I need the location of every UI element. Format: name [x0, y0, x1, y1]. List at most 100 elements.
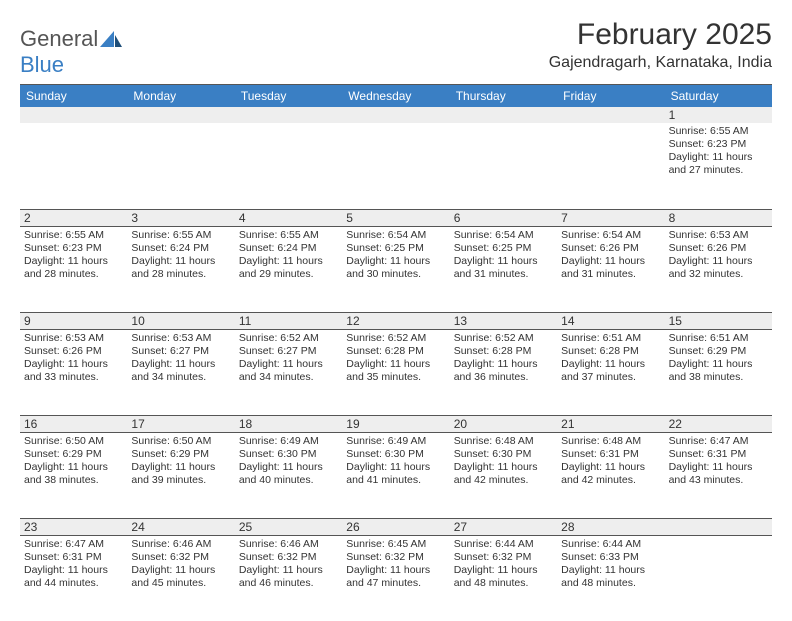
day-cell [342, 123, 449, 209]
daylight-text-2: and 44 minutes. [24, 577, 123, 590]
sunset-text: Sunset: 6:29 PM [669, 345, 768, 358]
day-cell: Sunrise: 6:45 AMSunset: 6:32 PMDaylight:… [342, 535, 449, 621]
daylight-text-1: Daylight: 11 hours [561, 564, 660, 577]
daylight-text-2: and 34 minutes. [131, 371, 230, 384]
day-cell: Sunrise: 6:53 AMSunset: 6:26 PMDaylight:… [20, 329, 127, 415]
daylight-text-2: and 42 minutes. [561, 474, 660, 487]
day-number: 21 [557, 415, 664, 432]
day-cell: Sunrise: 6:51 AMSunset: 6:29 PMDaylight:… [665, 329, 772, 415]
day-cell: Sunrise: 6:49 AMSunset: 6:30 PMDaylight:… [235, 432, 342, 518]
daylight-text-1: Daylight: 11 hours [346, 255, 445, 268]
day-cell: Sunrise: 6:54 AMSunset: 6:25 PMDaylight:… [342, 226, 449, 312]
daylight-text-2: and 38 minutes. [669, 371, 768, 384]
day-cell [557, 123, 664, 209]
sunset-text: Sunset: 6:28 PM [346, 345, 445, 358]
daylight-text-2: and 48 minutes. [561, 577, 660, 590]
day-cell: Sunrise: 6:53 AMSunset: 6:27 PMDaylight:… [127, 329, 234, 415]
sunrise-text: Sunrise: 6:54 AM [454, 229, 553, 242]
day-number: 16 [20, 415, 127, 432]
sunrise-text: Sunrise: 6:55 AM [239, 229, 338, 242]
sunrise-text: Sunrise: 6:55 AM [131, 229, 230, 242]
daylight-text-1: Daylight: 11 hours [561, 358, 660, 371]
day-cell: Sunrise: 6:55 AMSunset: 6:24 PMDaylight:… [127, 226, 234, 312]
day-number [450, 107, 557, 123]
day-number: 8 [665, 209, 772, 226]
daylight-text-2: and 31 minutes. [561, 268, 660, 281]
daylight-text-2: and 28 minutes. [131, 268, 230, 281]
day-number: 1 [665, 107, 772, 123]
daylight-text-2: and 38 minutes. [24, 474, 123, 487]
daylight-text-1: Daylight: 11 hours [669, 461, 768, 474]
daylight-text-1: Daylight: 11 hours [454, 358, 553, 371]
day-cell: Sunrise: 6:51 AMSunset: 6:28 PMDaylight:… [557, 329, 664, 415]
daylight-text-2: and 34 minutes. [239, 371, 338, 384]
sunset-text: Sunset: 6:25 PM [346, 242, 445, 255]
daylight-text-1: Daylight: 11 hours [669, 358, 768, 371]
daylight-text-1: Daylight: 11 hours [669, 151, 768, 164]
daylight-text-1: Daylight: 11 hours [561, 255, 660, 268]
daylight-text-2: and 29 minutes. [239, 268, 338, 281]
sunrise-text: Sunrise: 6:48 AM [561, 435, 660, 448]
day-number [342, 107, 449, 123]
weekday-sun: Sunday [20, 85, 127, 107]
sunset-text: Sunset: 6:32 PM [131, 551, 230, 564]
day-cell [20, 123, 127, 209]
day-number: 22 [665, 415, 772, 432]
month-title: February 2025 [549, 18, 772, 52]
sunrise-text: Sunrise: 6:51 AM [561, 332, 660, 345]
sunset-text: Sunset: 6:26 PM [24, 345, 123, 358]
content-row: Sunrise: 6:55 AMSunset: 6:23 PMDaylight:… [20, 123, 772, 209]
daynum-row: 16171819202122 [20, 415, 772, 432]
logo-text-blue: Blue [20, 52, 64, 77]
day-cell: Sunrise: 6:52 AMSunset: 6:28 PMDaylight:… [450, 329, 557, 415]
logo-sail-icon [100, 31, 122, 49]
daylight-text-1: Daylight: 11 hours [24, 461, 123, 474]
daylight-text-1: Daylight: 11 hours [131, 461, 230, 474]
day-number: 11 [235, 312, 342, 329]
logo-text-general: General [20, 26, 98, 51]
sunrise-text: Sunrise: 6:53 AM [24, 332, 123, 345]
sunrise-text: Sunrise: 6:45 AM [346, 538, 445, 551]
day-number: 23 [20, 518, 127, 535]
day-number: 20 [450, 415, 557, 432]
daylight-text-1: Daylight: 11 hours [454, 564, 553, 577]
sunrise-text: Sunrise: 6:50 AM [131, 435, 230, 448]
sunrise-text: Sunrise: 6:48 AM [454, 435, 553, 448]
daylight-text-2: and 47 minutes. [346, 577, 445, 590]
sunset-text: Sunset: 6:32 PM [346, 551, 445, 564]
sunset-text: Sunset: 6:25 PM [454, 242, 553, 255]
day-number: 14 [557, 312, 664, 329]
day-cell: Sunrise: 6:55 AMSunset: 6:23 PMDaylight:… [20, 226, 127, 312]
weekday-wed: Wednesday [342, 85, 449, 107]
sunrise-text: Sunrise: 6:53 AM [669, 229, 768, 242]
weekday-thu: Thursday [450, 85, 557, 107]
daylight-text-1: Daylight: 11 hours [239, 461, 338, 474]
day-cell: Sunrise: 6:44 AMSunset: 6:33 PMDaylight:… [557, 535, 664, 621]
sunset-text: Sunset: 6:28 PM [454, 345, 553, 358]
sunset-text: Sunset: 6:23 PM [669, 138, 768, 151]
day-cell: Sunrise: 6:49 AMSunset: 6:30 PMDaylight:… [342, 432, 449, 518]
daylight-text-1: Daylight: 11 hours [454, 255, 553, 268]
sunrise-text: Sunrise: 6:52 AM [454, 332, 553, 345]
day-cell: Sunrise: 6:54 AMSunset: 6:25 PMDaylight:… [450, 226, 557, 312]
day-number: 24 [127, 518, 234, 535]
sunset-text: Sunset: 6:31 PM [669, 448, 768, 461]
sunrise-text: Sunrise: 6:46 AM [239, 538, 338, 551]
daylight-text-1: Daylight: 11 hours [24, 564, 123, 577]
daylight-text-2: and 31 minutes. [454, 268, 553, 281]
day-cell: Sunrise: 6:50 AMSunset: 6:29 PMDaylight:… [20, 432, 127, 518]
sunset-text: Sunset: 6:31 PM [561, 448, 660, 461]
sunrise-text: Sunrise: 6:50 AM [24, 435, 123, 448]
weekday-tue: Tuesday [235, 85, 342, 107]
daylight-text-1: Daylight: 11 hours [239, 564, 338, 577]
day-cell: Sunrise: 6:52 AMSunset: 6:28 PMDaylight:… [342, 329, 449, 415]
sunset-text: Sunset: 6:28 PM [561, 345, 660, 358]
sunrise-text: Sunrise: 6:49 AM [346, 435, 445, 448]
sunset-text: Sunset: 6:31 PM [24, 551, 123, 564]
day-number: 9 [20, 312, 127, 329]
day-number [20, 107, 127, 123]
location: Gajendragarh, Karnataka, India [549, 54, 772, 72]
day-number: 27 [450, 518, 557, 535]
day-cell: Sunrise: 6:48 AMSunset: 6:30 PMDaylight:… [450, 432, 557, 518]
daylight-text-2: and 30 minutes. [346, 268, 445, 281]
